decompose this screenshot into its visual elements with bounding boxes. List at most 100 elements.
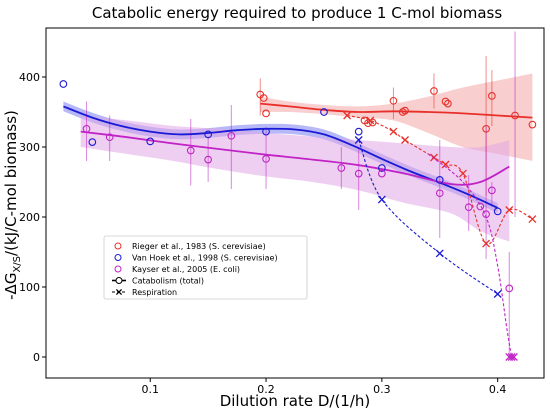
axes-frame: [45, 27, 545, 379]
y-tick-label-2: 200: [19, 211, 40, 224]
respiration-marker-0-3: [401, 136, 409, 144]
legend-marker-3: [115, 277, 123, 284]
respiration-marker-0-9: [528, 215, 537, 224]
respiration-marker-0-5-stroke-b: [441, 160, 450, 169]
respiration-marker-0-7: [482, 239, 491, 248]
legend-item-4: Respiration: [112, 288, 177, 297]
legend-box: [103, 235, 308, 300]
data-point-2-4: [227, 131, 236, 140]
data-point-0-13: [488, 92, 496, 100]
data-point-2-9: [435, 189, 444, 198]
x-tick-label-2: 0.3: [373, 383, 391, 396]
y-axis-label-rest: /(kJ/C-mol biomass): [2, 110, 20, 256]
data-point-2-11: [476, 202, 485, 211]
y-tick-label-4: 400: [19, 71, 40, 84]
respiration-marker-0-0-stroke-b: [343, 111, 352, 120]
data-point-1-3: [204, 130, 212, 139]
data-point-1-1: [88, 138, 97, 146]
fit-line-1: [63, 105, 499, 209]
y-tick-label-3: 300: [19, 141, 40, 154]
respiration-marker-1-1: [377, 195, 386, 204]
data-point-2-12: [482, 210, 490, 219]
data-point-1-5: [320, 108, 328, 116]
data-point-2-7: [354, 169, 363, 178]
data-point-2-10: [464, 203, 473, 212]
legend-marker-2: [114, 265, 122, 273]
y-axis-label: -ΔGX/S/(kJ/C-mol biomass): [2, 110, 23, 300]
respiration-line-1: [358, 139, 499, 295]
legend-marker-0: [114, 242, 122, 250]
data-point-2-2: [186, 146, 195, 155]
respiration-marker-0-3-stroke-b: [401, 136, 409, 144]
x-tick-label-3: 0.4: [489, 383, 507, 396]
respiration-marker-0-7-stroke-b: [482, 239, 491, 248]
data-point-0-15: [528, 120, 537, 129]
data-point-0-11: [444, 99, 452, 108]
x-tick-label-0: 0.1: [141, 383, 159, 396]
respiration-marker-1-1-stroke-b: [377, 195, 386, 204]
respiration-marker-0-8: [505, 206, 514, 214]
data-point-2-14: [505, 284, 514, 293]
legend-marker-4-stroke-b: [115, 288, 123, 296]
confidence-band-0: [260, 73, 533, 161]
data-point-0-14: [511, 111, 519, 120]
legend-item-3: Catabolism (total): [112, 277, 204, 286]
axis-ticks: 0.1 0.2 0.3 0.4 0 100 200 300 400: [19, 71, 506, 396]
data-point-1-6: [354, 127, 363, 136]
data-point-1-9: [493, 207, 502, 216]
respiration-marker-0-6-stroke-b: [458, 169, 467, 178]
chart-title: Catabolic energy required to produce 1 C…: [92, 4, 502, 22]
fit-line-0: [260, 102, 533, 119]
data-point-0-8: [401, 106, 409, 115]
data-point-2-6: [337, 164, 346, 172]
legend-label-2: Kayser et al., 2005 (E. coli): [132, 265, 240, 274]
respiration-marker-0-6: [458, 169, 467, 178]
legend-marker-1: [114, 254, 122, 261]
respiration-marker-0-4-stroke-b: [430, 153, 438, 162]
y-tick-label-0: 0: [33, 351, 40, 364]
respiration-marker-0-0: [343, 111, 352, 120]
data-point-1-0: [59, 80, 68, 88]
data-point-0-5: [368, 118, 377, 127]
legend-item-0: Rieger et al., 1983 (S. cerevisiae): [114, 242, 266, 251]
data-point-1-7: [378, 164, 386, 172]
y-axis-label-sub: X/S: [12, 256, 23, 273]
data-point-0-12: [482, 124, 490, 133]
data-point-1-2: [146, 137, 155, 146]
respiration-extra-marker-2-1-stroke-b: [509, 353, 518, 361]
y-tick-label-1: 100: [19, 281, 40, 294]
respiration-marker-2-5: [507, 353, 516, 361]
data-point-2-0: [82, 124, 91, 133]
respiration-marker-1-3: [493, 290, 502, 298]
x-axis-label: Dilution rate D/(1/h): [220, 392, 371, 410]
data-point-0-4: [364, 119, 372, 128]
data-point-0-6: [389, 96, 398, 105]
respiration-marker-0-5: [441, 160, 450, 169]
respiration-line-2: [427, 153, 513, 358]
data-point-0-10: [441, 97, 450, 106]
respiration-marker-0-9-stroke-b: [528, 215, 537, 224]
respiration-extra-marker-2-1: [509, 353, 518, 361]
legend-label-3: Catabolism (total): [132, 277, 204, 286]
legend-label-1: Van Hoek et al., 1998 (S. cerevisiae): [132, 254, 278, 263]
respiration-marker-1-0-stroke-b: [354, 136, 363, 144]
data-point-1-8: [435, 176, 444, 184]
respiration-marker-0-8-stroke-b: [505, 206, 514, 214]
confidence-band-2: [80, 115, 510, 242]
legend-marker-4: [115, 288, 123, 296]
respiration-line-0: [346, 114, 533, 245]
data-point-0-9: [430, 87, 438, 95]
data-point-2-13: [488, 186, 496, 195]
plot-area: [59, 31, 537, 361]
x-tick-label-1: 0.2: [257, 383, 275, 396]
legend-label-4: Respiration: [132, 288, 177, 297]
respiration-marker-0-2: [389, 127, 398, 136]
respiration-marker-2-5-stroke-b: [507, 353, 516, 361]
respiration-marker-1-2: [435, 249, 444, 258]
legend-item-2: Kayser et al., 2005 (E. coli): [114, 265, 240, 274]
legend: Rieger et al., 1983 (S. cerevisiae) Van H…: [103, 235, 308, 300]
data-point-0-1: [259, 94, 268, 102]
legend-label-0: Rieger et al., 1983 (S. cerevisiae): [132, 242, 266, 251]
data-point-1-4: [262, 127, 270, 136]
